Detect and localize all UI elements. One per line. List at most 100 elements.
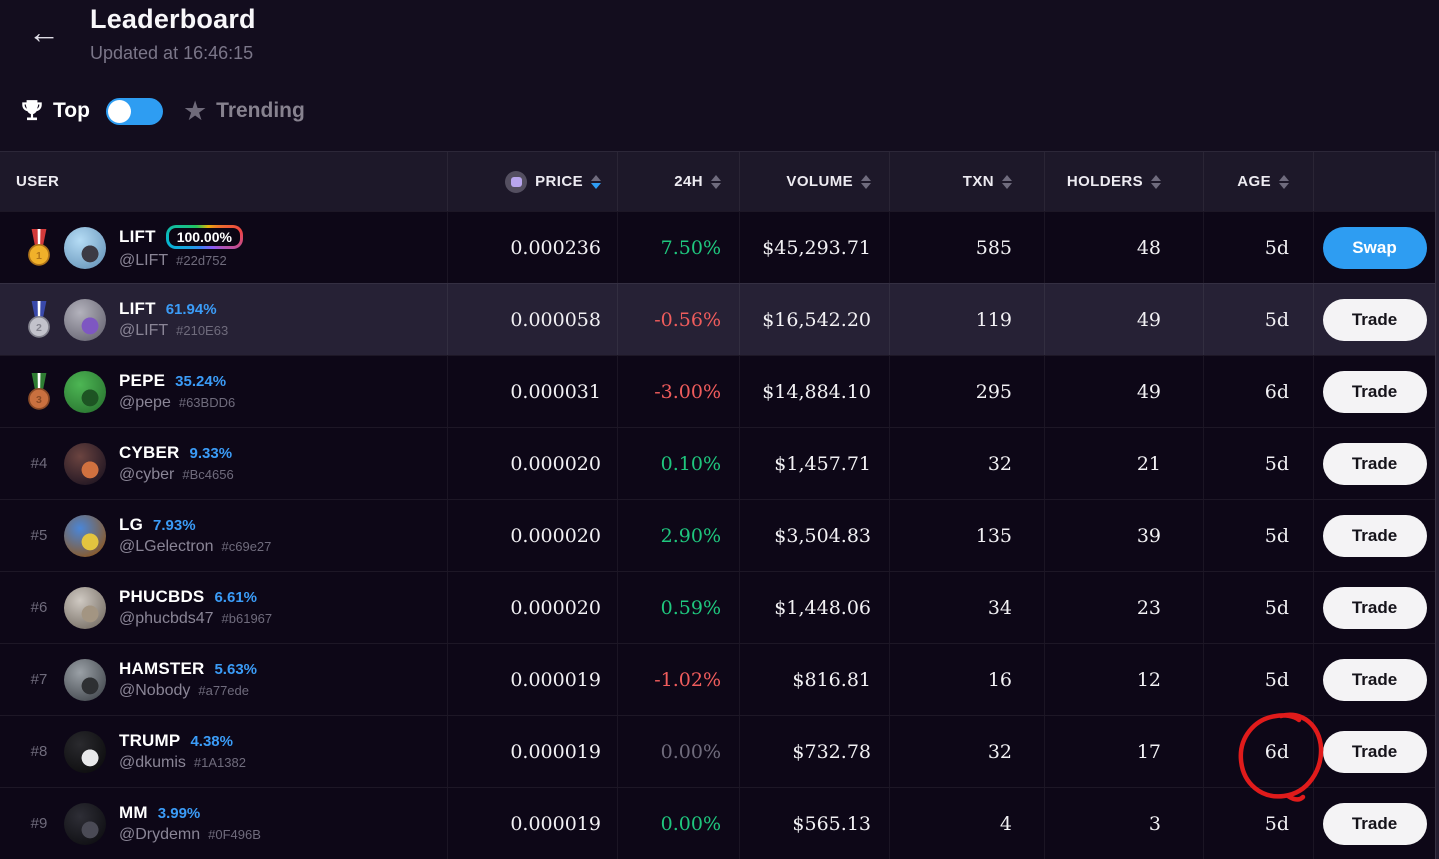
token-info: CYBER 9.33% @cyber #Bc4656 xyxy=(119,443,234,484)
token-handle: @cyber xyxy=(119,466,175,483)
token-info: PHUCBDS 6.61% @phucbds47 #b61967 xyxy=(119,587,272,628)
txn-cell: 119 xyxy=(890,284,1045,355)
back-button[interactable]: ← xyxy=(22,10,66,54)
trade-button[interactable]: Trade xyxy=(1322,658,1427,701)
age-cell-value: 5d xyxy=(1264,812,1289,835)
trade-button[interactable]: Trade xyxy=(1322,730,1427,773)
swap-button[interactable]: Swap xyxy=(1322,226,1427,269)
user-cell: 1 LIFT 100.00% @LIFT #22d752 xyxy=(0,212,448,283)
trade-button[interactable]: Trade xyxy=(1322,442,1427,485)
table-row[interactable]: #9 MM 3.99% @Drydemn #0F496B 0.000019 0.00% $56… xyxy=(0,787,1435,859)
price-cell-value: 0.000019 xyxy=(510,740,601,763)
column-header-txn[interactable]: TXN xyxy=(890,152,1045,211)
column-header-age[interactable]: AGE xyxy=(1204,152,1314,211)
token-handle-line: @phucbds47 #b61967 xyxy=(119,610,272,628)
token-handle-line: @Drydemn #0F496B xyxy=(119,826,261,844)
column-header-label: HOLDERS xyxy=(1066,173,1143,190)
sort-arrows-h24[interactable] xyxy=(711,174,721,189)
toggle-knob xyxy=(107,99,131,123)
sort-arrows-price[interactable] xyxy=(591,174,601,189)
avatar xyxy=(64,370,106,413)
txn-cell-value: 119 xyxy=(975,308,1012,331)
rank-number: #5 xyxy=(16,527,62,544)
holders-cell-value: 3 xyxy=(1148,812,1161,835)
filter-label-trending[interactable]: Trending xyxy=(216,99,305,122)
user-cell: #4 CYBER 9.33% @cyber #Bc4656 xyxy=(0,428,448,499)
volume-cell: $1,448.06 xyxy=(740,572,890,643)
sort-up-icon xyxy=(1279,174,1289,181)
holders-cell: 48 xyxy=(1045,212,1204,283)
table-row[interactable]: #7 HAMSTER 5.63% @Nobody #a77ede 0.000019 -1.0… xyxy=(0,643,1435,715)
token-handle: @LIFT xyxy=(119,322,169,339)
filter-label-top[interactable]: Top xyxy=(53,99,90,122)
sort-arrows-txn[interactable] xyxy=(1002,174,1012,189)
price-cell-value: 0.000031 xyxy=(510,380,601,403)
trophy-icon xyxy=(18,97,46,125)
token-hash: #b61967 xyxy=(221,611,273,626)
price-cell-value: 0.000236 xyxy=(510,236,601,259)
txn-cell-value: 135 xyxy=(975,524,1012,547)
age-cell: 6d xyxy=(1204,356,1314,427)
volume-cell-value: $3,504.83 xyxy=(774,524,871,547)
token-name-line: LIFT 61.94% xyxy=(119,299,228,319)
user-cell: #8 TRUMP 4.38% @dkumis #1A1382 xyxy=(0,716,448,787)
change-24h-cell: 0.00% xyxy=(618,788,740,859)
token-percent: 9.33% xyxy=(189,444,233,462)
scrollbar[interactable] xyxy=(1435,151,1439,859)
change-24h-cell-value: 0.59% xyxy=(660,596,721,619)
action-cell: Trade xyxy=(1314,716,1435,787)
leaderboard-table: USER PRICE 24H VOLUME TXN HOLDERS AGE 1 LIFT 100.… xyxy=(0,151,1435,859)
action-cell: Trade xyxy=(1314,284,1435,355)
trade-button[interactable]: Trade xyxy=(1322,298,1427,341)
volume-cell-value: $816.81 xyxy=(792,668,871,691)
trade-button[interactable]: Trade xyxy=(1322,514,1427,557)
table-row[interactable]: #6 PHUCBDS 6.61% @phucbds47 #b61967 0.000020 0… xyxy=(0,571,1435,643)
token-hash: #c69e27 xyxy=(221,539,272,554)
change-24h-cell: 0.10% xyxy=(618,428,740,499)
table-row[interactable]: 1 LIFT 100.00% @LIFT #22d752 0.000236 7.50% $45… xyxy=(0,211,1435,283)
token-handle: @Nobody xyxy=(119,682,191,699)
age-cell-value: 6d xyxy=(1264,380,1289,403)
price-cell-value: 0.000019 xyxy=(510,668,601,691)
user-cell: #9 MM 3.99% @Drydemn #0F496B xyxy=(0,788,448,859)
change-24h-cell: 0.00% xyxy=(618,716,740,787)
sort-arrows-holders[interactable] xyxy=(1151,174,1161,189)
column-header-volume[interactable]: VOLUME xyxy=(740,152,890,211)
price-cell-value: 0.000020 xyxy=(510,596,601,619)
token-handle-line: @dkumis #1A1382 xyxy=(119,754,246,772)
table-row[interactable]: #5 LG 7.93% @LGelectron #c69e27 0.000020 2.90%… xyxy=(0,499,1435,571)
sort-up-icon xyxy=(1151,174,1161,181)
trade-button[interactable]: Trade xyxy=(1322,586,1427,629)
sort-down-icon xyxy=(1151,182,1161,189)
top-trending-toggle[interactable] xyxy=(105,97,163,125)
trade-button[interactable]: Trade xyxy=(1322,802,1427,845)
volume-cell: $732.78 xyxy=(740,716,890,787)
token-handle-line: @pepe #63BDD6 xyxy=(119,394,235,412)
action-cell: Trade xyxy=(1314,428,1435,499)
price-coin-icon xyxy=(505,170,528,193)
table-row[interactable]: #4 CYBER 9.33% @cyber #Bc4656 0.000020 0.10% $1… xyxy=(0,427,1435,499)
sort-up-icon xyxy=(1002,174,1012,181)
sort-arrows-volume[interactable] xyxy=(861,174,871,189)
rank-label: #8 xyxy=(30,743,48,760)
table-row[interactable]: 2 LIFT 61.94% @LIFT #210E63 0.000058 -0.56% $16… xyxy=(0,283,1435,355)
table-row[interactable]: 3 PEPE 35.24% @pepe #63BDD6 0.000031 -3.00% $14… xyxy=(0,355,1435,427)
volume-cell: $565.13 xyxy=(740,788,890,859)
holders-cell-value: 48 xyxy=(1136,236,1161,259)
table-row[interactable]: #8 TRUMP 4.38% @dkumis #1A1382 0.000019 0.00% $… xyxy=(0,712,1435,802)
column-header-price[interactable]: PRICE xyxy=(448,152,618,211)
sort-arrows-age[interactable] xyxy=(1279,174,1289,189)
column-header-h24[interactable]: 24H xyxy=(618,152,740,211)
trade-button[interactable]: Trade xyxy=(1322,370,1427,413)
rank-number: #9 xyxy=(16,815,62,832)
action-cell: Trade xyxy=(1314,644,1435,715)
rank-label: #7 xyxy=(30,671,48,688)
column-header-holders[interactable]: HOLDERS xyxy=(1045,152,1204,211)
token-info: PEPE 35.24% @pepe #63BDD6 xyxy=(119,371,235,412)
volume-cell-value: $565.13 xyxy=(792,812,871,835)
token-hash: #a77ede xyxy=(198,683,250,698)
price-cell: 0.000031 xyxy=(448,356,618,427)
age-cell-value: 6d xyxy=(1264,740,1289,763)
change-24h-cell: 0.59% xyxy=(618,572,740,643)
column-header-label: PRICE xyxy=(535,173,583,190)
